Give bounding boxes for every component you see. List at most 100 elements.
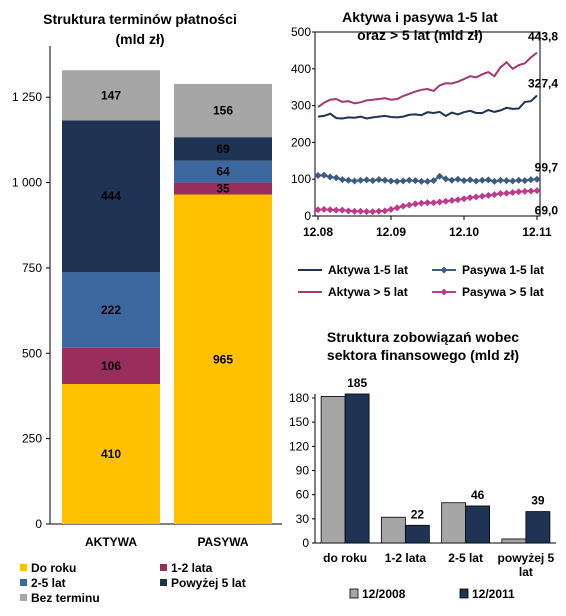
series-point xyxy=(430,177,438,185)
series-point xyxy=(521,177,529,185)
series-point xyxy=(399,202,407,210)
series-point xyxy=(411,200,419,208)
series-point xyxy=(351,207,358,215)
y-tick-label: 200 xyxy=(291,135,311,149)
data-label: 965 xyxy=(213,352,233,366)
legend-marker xyxy=(440,266,448,274)
series-point xyxy=(448,176,456,184)
bar-segment xyxy=(174,182,272,195)
series-point xyxy=(375,176,383,184)
maturity-structure-svg: Struktura terminów płatności (mld zł) 0 2… xyxy=(12,11,282,605)
series-point xyxy=(381,176,389,184)
legend-swatch xyxy=(20,579,27,586)
data-label: 64 xyxy=(216,165,230,179)
series-point xyxy=(357,207,365,215)
series-point xyxy=(527,176,535,184)
y-tick-label: 300 xyxy=(291,99,311,113)
x-tick-label: 12.11 xyxy=(522,225,552,239)
legend-label: 12/2011 xyxy=(472,587,515,601)
y-tick-label: 750 xyxy=(22,261,42,275)
x-category-label: 1-2 lata xyxy=(385,551,427,565)
bar-segment xyxy=(62,384,160,524)
series-point xyxy=(448,197,456,205)
series-point xyxy=(405,176,413,184)
series-point xyxy=(509,188,517,196)
bar xyxy=(441,502,467,544)
series-point xyxy=(338,176,346,184)
series-point xyxy=(417,199,425,207)
financial-sector-liabilities-svg: Struktura zobowiązań wobec sektora finan… xyxy=(289,329,556,601)
legend-swatch xyxy=(20,594,27,601)
series-point xyxy=(472,177,480,185)
bar xyxy=(344,393,370,544)
series-point xyxy=(533,175,541,183)
series-point xyxy=(363,176,371,184)
y-tick-label: 90 xyxy=(296,464,310,478)
x-category-label: PASYWA xyxy=(197,535,248,549)
series-point xyxy=(497,176,504,184)
x-tick-label: 12.10 xyxy=(449,225,479,239)
data-label: 106 xyxy=(101,359,121,373)
y-tick-label: 30 xyxy=(296,512,310,526)
data-label: 46 xyxy=(471,488,485,502)
series-point xyxy=(460,177,468,185)
y-tick-label: 500 xyxy=(291,25,311,39)
assets-liabilities-line-chart: Aktywa i pasywa 1-5 lat oraz > 5 lat (ml… xyxy=(290,0,566,310)
x-tick-label: 12.09 xyxy=(376,225,406,239)
series-point xyxy=(314,172,322,180)
legend-swatch xyxy=(20,564,27,571)
legend-label: Powyżej 5 lat xyxy=(171,576,246,590)
legend-label: Bez terminu xyxy=(31,591,100,605)
series-point xyxy=(314,206,322,214)
series-point xyxy=(460,195,468,203)
series-line xyxy=(317,94,538,120)
bar xyxy=(380,516,406,544)
legend-label: Pasywa > 5 lat xyxy=(462,285,544,299)
y-tick-label: 1 250 xyxy=(12,90,42,104)
series-point xyxy=(497,190,504,198)
legend-swatch xyxy=(349,588,359,599)
series-point xyxy=(466,176,474,184)
legend-label: Do roku xyxy=(31,561,76,575)
series-point xyxy=(381,207,389,215)
data-label: 69 xyxy=(216,142,230,156)
series-point xyxy=(503,177,511,185)
series-point xyxy=(424,199,431,207)
data-label: 185 xyxy=(347,376,367,390)
series-point xyxy=(454,196,462,204)
series-point xyxy=(490,177,498,185)
legend-label: 1-2 lata xyxy=(171,561,213,575)
bar xyxy=(404,524,430,544)
series-point xyxy=(332,206,340,214)
data-label: 444 xyxy=(101,189,121,203)
series-point xyxy=(484,191,492,199)
series-point xyxy=(320,205,328,213)
end-value-label: 443,8 xyxy=(528,30,558,44)
y-tick-label: 120 xyxy=(290,439,309,453)
series-point xyxy=(515,188,523,196)
series-point xyxy=(490,191,498,199)
bar-segment xyxy=(62,120,160,273)
chart-subtitle: sektora finansowego (mld zł) xyxy=(327,347,519,363)
bar-segment xyxy=(62,347,160,385)
bar xyxy=(465,505,491,544)
chart-subtitle: (mld zł) xyxy=(116,31,165,47)
y-tick-label: 180 xyxy=(290,391,309,405)
series-point xyxy=(338,206,346,214)
series-point xyxy=(436,198,444,206)
data-label: 147 xyxy=(101,88,121,102)
chart-title: Struktura zobowiązań wobec xyxy=(327,329,519,345)
bar xyxy=(525,511,551,544)
legend-swatch xyxy=(459,588,469,599)
chart-title: Aktywa i pasywa 1-5 lat xyxy=(342,9,498,25)
series-point xyxy=(478,176,486,184)
bar-segment xyxy=(62,272,160,348)
y-tick-label: 250 xyxy=(22,432,42,446)
series-point xyxy=(351,177,358,185)
series-point xyxy=(326,206,334,214)
financial-sector-liabilities-chart: Struktura zobowiązań wobec sektora finan… xyxy=(289,310,566,611)
data-label: 39 xyxy=(531,494,545,508)
y-tick-label: 100 xyxy=(291,172,311,186)
y-tick-label: 500 xyxy=(22,346,42,360)
y-tick-label: 60 xyxy=(296,488,310,502)
